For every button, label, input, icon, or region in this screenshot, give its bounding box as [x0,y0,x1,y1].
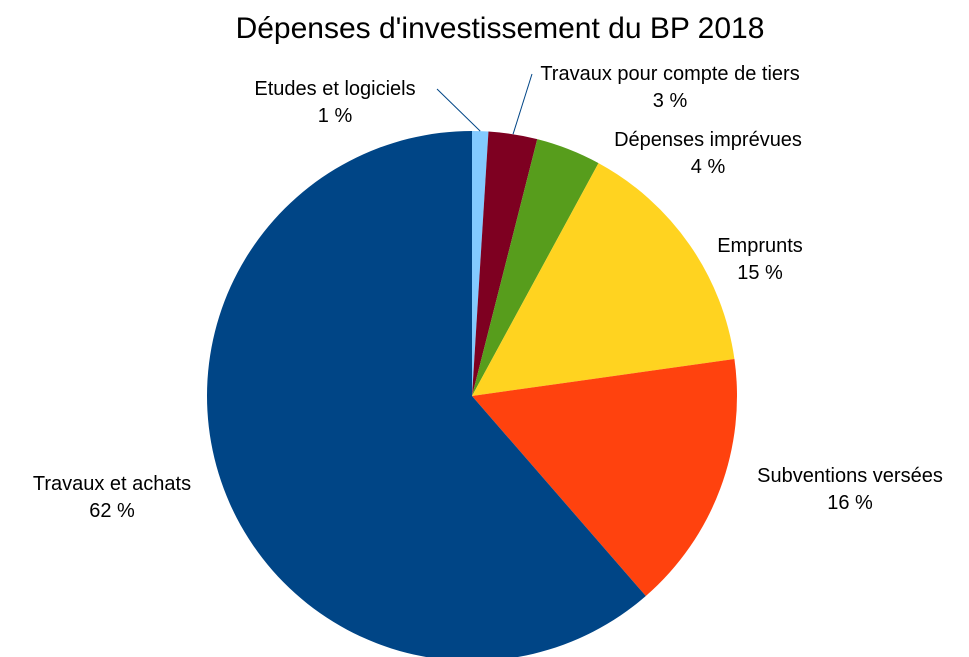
slice-value-etudes-et-logiciels: 1 % [318,105,353,127]
slice-label-etudes-et-logiciels: Etudes et logiciels [254,78,415,100]
slice-label-travaux-pour-compte-de-tiers: Travaux pour compte de tiers [540,63,799,85]
slice-value-subventions-versees: 16 % [827,492,873,514]
slice-label-depenses-imprevues: Dépenses imprévues [614,129,802,151]
slice-value-depenses-imprevues: 4 % [691,156,726,178]
pie-slices [207,131,737,657]
pie-slice-subventions-versees [472,359,737,597]
slice-labels: Etudes et logiciels 1 % Travaux pour compt… [33,63,943,522]
slice-label-travaux-et-achats: Travaux et achats [33,473,191,495]
leader-line-etudes-et-logiciels [436,88,481,132]
pie-slice-travaux-pour-compte-de-tiers [472,131,538,396]
pie-slice-etudes-et-logiciels [472,131,489,396]
slice-value-travaux-pour-compte-de-tiers: 3 % [653,90,688,112]
slice-value-emprunts: 15 % [737,262,783,284]
pie-slice-travaux-et-achats [207,131,646,657]
pie-slice-depenses-imprevues [472,139,599,396]
slice-value-travaux-et-achats: 62 % [89,500,135,522]
pie-slice-emprunts [472,163,735,396]
slice-label-subventions-versees: Subventions versées [757,465,943,487]
leader-lines [436,73,533,135]
slice-label-emprunts: Emprunts [717,235,803,257]
leader-line-travaux-pour-compte-de-tiers [512,73,533,135]
chart-title: Dépenses d'investissement du BP 2018 [236,12,765,45]
